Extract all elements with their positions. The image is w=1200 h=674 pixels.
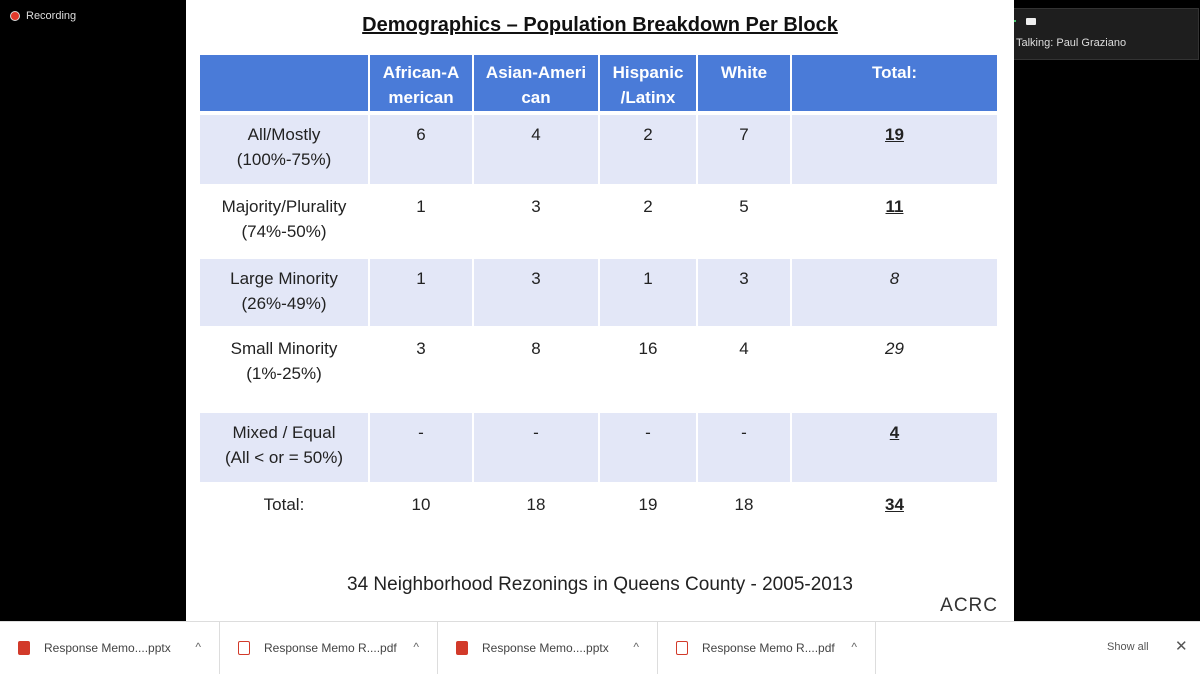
table-cell: 2 [599, 185, 698, 259]
download-item[interactable]: Response Memo....pptx ^ [0, 622, 220, 674]
table-row: Large Minority (26%-49%) 1 3 1 3 8 [200, 257, 999, 329]
chevron-up-icon[interactable]: ^ [413, 640, 419, 654]
header-cell: White [697, 55, 792, 115]
table-cell: - [369, 411, 474, 485]
grand-total: 34 [791, 483, 999, 535]
table-cell: 8 [473, 327, 600, 413]
row-total: 19 [791, 113, 999, 187]
download-filename: Response Memo R....pdf [702, 641, 835, 655]
table-cell: 18 [473, 483, 600, 535]
table-cell: 4 [473, 113, 600, 187]
row-label: Mixed / Equal (All < or = 50%) [200, 411, 370, 485]
table-cell: 3 [473, 257, 600, 329]
pdf-file-icon [238, 641, 250, 655]
row-label: Small Minority (1%-25%) [200, 327, 370, 413]
table-cell: - [697, 411, 792, 485]
chevron-up-icon[interactable]: ^ [633, 640, 639, 654]
table-cell: 1 [369, 185, 474, 259]
table-row: Small Minority (1%-25%) 3 8 16 4 29 [200, 327, 999, 413]
download-filename: Response Memo....pptx [44, 641, 171, 655]
table-row: All/Mostly (100%-75%) 6 4 2 7 19 [200, 113, 999, 187]
download-filename: Response Memo....pptx [482, 641, 609, 655]
table-cell: 1 [599, 257, 698, 329]
presentation-slide: Demographics – Population Breakdown Per … [186, 0, 1014, 621]
recording-label: Recording [26, 10, 77, 22]
demographics-table: African-A merican Asian-Ameri can Hispan… [200, 55, 999, 535]
table-header-row: African-A merican Asian-Ameri can Hispan… [200, 55, 999, 115]
slide-footer: 34 Neighborhood Rezonings in Queens Coun… [347, 574, 853, 595]
totals-row: Total: 10 18 19 18 34 [200, 483, 999, 535]
table-cell: 16 [599, 327, 698, 413]
show-all-link[interactable]: Show all [1107, 641, 1149, 653]
table-cell: 3 [369, 327, 474, 413]
table-cell: 6 [369, 113, 474, 187]
download-filename: Response Memo R....pdf [264, 641, 397, 655]
talking-panel: Talking: Paul Graziano [999, 8, 1199, 60]
table-cell: 2 [599, 113, 698, 187]
table-cell: 5 [697, 185, 792, 259]
row-label: All/Mostly (100%-75%) [200, 113, 370, 187]
header-cell: Asian-Ameri can [473, 55, 600, 115]
pptx-file-icon [456, 641, 468, 655]
table-cell: - [473, 411, 600, 485]
table-cell: 4 [697, 327, 792, 413]
header-cell: Total: [791, 55, 999, 115]
downloads-bar: Response Memo....pptx ^ Response Memo R.… [0, 621, 1200, 674]
row-total: 29 [791, 327, 999, 413]
table-row: Mixed / Equal (All < or = 50%) - - - - 4 [200, 411, 999, 485]
pdf-file-icon [676, 641, 688, 655]
recording-indicator: Recording [10, 10, 76, 22]
row-total: 4 [791, 411, 999, 485]
row-total: 8 [791, 257, 999, 329]
table-cell: 19 [599, 483, 698, 535]
table-cell: 3 [697, 257, 792, 329]
pptx-file-icon [18, 641, 30, 655]
header-cell: Hispanic /Latinx [599, 55, 698, 115]
chevron-up-icon[interactable]: ^ [195, 640, 201, 654]
record-icon [10, 11, 20, 21]
close-icon[interactable]: ✕ [1175, 638, 1188, 655]
table-cell: - [599, 411, 698, 485]
video-icon[interactable] [1026, 17, 1036, 25]
acrc-logo: ACRC [940, 595, 998, 616]
header-cell [200, 55, 370, 115]
download-item[interactable]: Response Memo....pptx ^ [438, 622, 658, 674]
slide-title: Demographics – Population Breakdown Per … [362, 14, 838, 36]
row-label: Large Minority (26%-49%) [200, 257, 370, 329]
talking-label: Talking: Paul Graziano [1016, 37, 1127, 49]
row-label: Majority/Plurality (74%-50%) [200, 185, 370, 259]
chevron-up-icon[interactable]: ^ [851, 640, 857, 654]
header-cell: African-A merican [369, 55, 474, 115]
download-item[interactable]: Response Memo R....pdf ^ [220, 622, 438, 674]
table-cell: 1 [369, 257, 474, 329]
totals-label: Total: [200, 483, 370, 535]
table-cell: 3 [473, 185, 600, 259]
download-item[interactable]: Response Memo R....pdf ^ [658, 622, 876, 674]
table-cell: 7 [697, 113, 792, 187]
row-total: 11 [791, 185, 999, 259]
table-cell: 10 [369, 483, 474, 535]
table-row: Majority/Plurality (74%-50%) 1 3 2 5 11 [200, 185, 999, 259]
table-cell: 18 [697, 483, 792, 535]
